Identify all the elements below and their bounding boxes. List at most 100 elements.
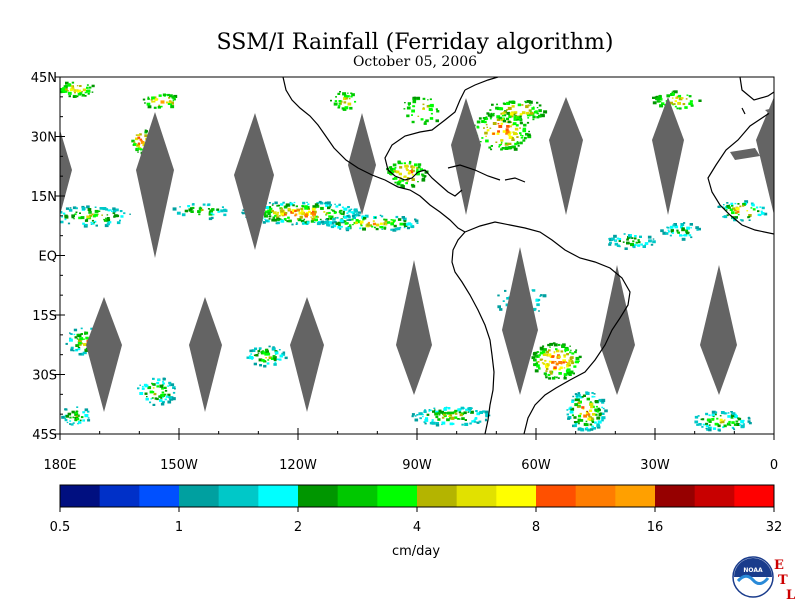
rain-pixel — [351, 218, 354, 221]
rain-pixel — [399, 226, 402, 229]
rain-pixel — [508, 115, 512, 119]
rain-pixel — [82, 351, 85, 354]
rain-pixel — [136, 147, 140, 150]
rain-pixel — [734, 216, 738, 219]
rain-pixel — [71, 216, 75, 219]
rain-pixel — [86, 205, 90, 209]
rain-pixel — [80, 416, 84, 419]
rain-pixel — [325, 213, 328, 216]
rain-pixel — [447, 407, 451, 410]
lat-tick-label: 45N — [31, 71, 57, 86]
rain-pixel — [221, 206, 224, 208]
rain-pixel — [403, 108, 406, 110]
rain-pixel — [74, 418, 78, 422]
rain-pixel — [711, 410, 716, 414]
rain-pixel — [276, 358, 279, 361]
rain-pixel — [79, 212, 81, 214]
rain-pixel — [326, 218, 330, 221]
rain-pixel — [686, 226, 690, 230]
rain-pixel — [76, 406, 79, 408]
rain-pixel — [545, 370, 548, 372]
rain-pixel — [585, 391, 590, 395]
rain-pixel — [751, 203, 755, 207]
rain-pixel — [86, 84, 89, 86]
rain-pixel — [87, 419, 91, 422]
rain-pixel — [597, 408, 601, 412]
rain-pixel — [566, 348, 570, 351]
rain-pixel — [306, 221, 310, 224]
rain-pixel — [422, 97, 426, 100]
rain-pixel — [82, 88, 86, 92]
rain-pixel — [399, 166, 403, 169]
rain-pixel — [390, 228, 393, 231]
rain-pixel — [747, 417, 750, 419]
rain-pixel — [381, 228, 383, 230]
rain-pixel — [139, 392, 144, 395]
rain-pixel — [65, 207, 69, 210]
rain-pixel — [475, 410, 478, 412]
rain-pixel — [489, 115, 493, 118]
rain-pixel — [137, 136, 141, 139]
rain-pixel — [270, 211, 273, 214]
rain-pixel — [714, 413, 717, 416]
rain-pixel — [428, 104, 432, 107]
rain-pixel — [315, 205, 320, 208]
rain-pixel — [582, 394, 586, 397]
rain-pixel — [711, 418, 715, 421]
rain-pixel — [349, 224, 352, 227]
rain-pixel — [512, 145, 516, 149]
rain-pixel — [712, 427, 717, 430]
rain-pixel — [86, 218, 89, 220]
rain-pixel — [286, 220, 289, 223]
rain-pixel — [737, 203, 740, 205]
rain-pixel — [443, 414, 447, 418]
rain-pixel — [730, 202, 734, 205]
lat-tick-label: 45S — [32, 428, 57, 443]
rain-pixel — [282, 351, 286, 354]
rain-pixel — [151, 100, 154, 103]
rain-pixel — [579, 419, 584, 422]
rain-pixel — [480, 141, 482, 143]
rain-pixel — [320, 206, 324, 210]
rain-pixel — [77, 346, 81, 349]
rain-pixel — [532, 289, 536, 292]
rain-pixel — [103, 219, 108, 222]
rain-pixel — [68, 95, 71, 98]
rain-pixel — [172, 100, 175, 102]
rain-pixel — [573, 416, 577, 419]
rain-pixel — [198, 213, 201, 216]
rain-pixel — [273, 218, 277, 222]
rain-pixel — [536, 101, 539, 104]
rain-pixel — [139, 138, 142, 141]
rain-pixel — [108, 221, 112, 224]
rain-pixel — [57, 90, 60, 92]
rain-pixel — [249, 356, 254, 360]
rain-pixel — [139, 133, 142, 136]
rain-pixel — [553, 343, 558, 347]
rain-pixel — [387, 221, 391, 224]
rain-pixel — [292, 209, 296, 213]
rain-pixel — [569, 351, 572, 354]
rain-pixel — [335, 222, 339, 226]
colorbar-swatch — [655, 485, 696, 507]
rain-pixel — [417, 115, 420, 117]
rain-pixel — [541, 362, 544, 364]
rain-pixel — [500, 139, 504, 142]
rain-pixel — [151, 397, 154, 399]
rain-pixel — [574, 361, 577, 363]
rain-pixel — [346, 212, 349, 214]
rain-pixel — [273, 211, 277, 215]
rain-pixel — [78, 343, 82, 346]
rain-pixel — [350, 211, 353, 214]
rain-pixel — [347, 214, 350, 217]
rain-pixel — [443, 407, 447, 410]
rain-pixel — [152, 377, 155, 380]
rain-pixel — [170, 101, 174, 105]
rain-pixel — [64, 408, 67, 411]
rain-pixel — [73, 89, 77, 92]
rain-pixel — [532, 115, 536, 119]
rain-pixel — [70, 423, 74, 426]
rain-pixel — [169, 94, 173, 98]
colorbar-tick-label: 2 — [294, 520, 302, 535]
rain-pixel — [736, 210, 740, 213]
